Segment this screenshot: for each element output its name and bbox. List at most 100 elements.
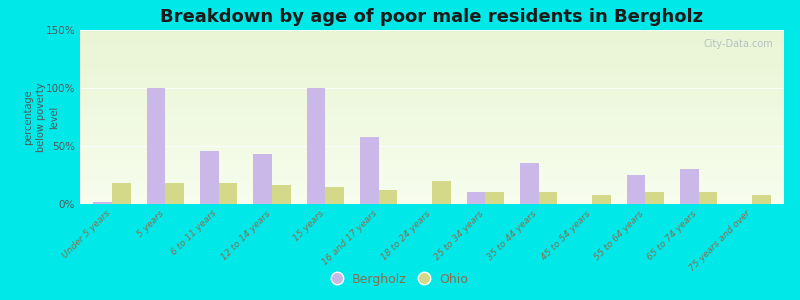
Bar — [80, 77, 784, 79]
Bar — [80, 49, 784, 51]
Bar — [80, 180, 784, 182]
Bar — [80, 192, 784, 194]
Bar — [80, 141, 784, 143]
Bar — [80, 122, 784, 124]
Bar — [80, 202, 784, 204]
Bar — [80, 98, 784, 100]
Bar — [112, 183, 130, 204]
Bar — [80, 82, 784, 84]
Bar — [80, 164, 784, 166]
Bar — [80, 35, 784, 37]
Bar — [80, 103, 784, 105]
Bar — [80, 40, 784, 42]
Bar — [80, 86, 784, 87]
Bar — [80, 124, 784, 126]
Bar — [80, 108, 784, 110]
Bar — [80, 147, 784, 148]
Bar — [80, 171, 784, 173]
Bar — [80, 74, 784, 75]
Bar — [80, 67, 784, 68]
Bar — [218, 183, 238, 204]
Bar — [80, 145, 784, 147]
Bar — [626, 175, 646, 204]
Bar — [80, 54, 784, 56]
Bar — [378, 190, 398, 204]
Bar — [80, 37, 784, 39]
Bar — [80, 68, 784, 70]
Bar — [80, 70, 784, 72]
Bar — [80, 32, 784, 34]
Bar — [80, 121, 784, 122]
Bar — [80, 84, 784, 86]
Text: City-Data.com: City-Data.com — [704, 39, 774, 49]
Bar — [80, 129, 784, 131]
Legend: Bergholz, Ohio: Bergholz, Ohio — [327, 268, 473, 291]
Bar — [80, 126, 784, 127]
Bar — [680, 169, 698, 204]
Bar — [486, 192, 504, 204]
Bar — [646, 192, 664, 204]
Bar — [80, 140, 784, 141]
Bar — [538, 192, 558, 204]
Bar — [80, 194, 784, 195]
Bar — [80, 128, 784, 129]
Bar — [80, 169, 784, 171]
Bar — [80, 75, 784, 77]
Bar — [80, 199, 784, 200]
Bar — [80, 39, 784, 41]
Bar — [80, 79, 784, 80]
Bar — [80, 101, 784, 103]
Bar — [592, 195, 610, 204]
Bar — [80, 119, 784, 121]
Bar — [432, 181, 450, 204]
Bar — [80, 117, 784, 119]
Bar — [80, 166, 784, 167]
Bar — [80, 89, 784, 91]
Bar — [80, 182, 784, 183]
Bar — [80, 58, 784, 60]
Bar — [146, 88, 166, 204]
Bar — [80, 96, 784, 98]
Bar — [80, 56, 784, 58]
Bar — [80, 106, 784, 108]
Bar — [80, 94, 784, 96]
Bar — [254, 154, 272, 204]
Bar — [80, 138, 784, 140]
Bar — [80, 65, 784, 67]
Bar — [80, 42, 784, 44]
Bar — [94, 202, 112, 204]
Bar — [80, 44, 784, 46]
Bar — [80, 188, 784, 190]
Bar — [80, 52, 784, 54]
Bar — [698, 192, 718, 204]
Bar — [80, 91, 784, 93]
Title: Breakdown by age of poor male residents in Bergholz: Breakdown by age of poor male residents … — [161, 8, 703, 26]
Bar — [80, 72, 784, 74]
Bar — [80, 183, 784, 185]
Bar — [80, 87, 784, 89]
Bar — [200, 151, 218, 204]
Bar — [326, 187, 344, 204]
Bar — [80, 150, 784, 152]
Bar — [80, 174, 784, 176]
Bar — [80, 133, 784, 134]
Bar — [80, 34, 784, 35]
Bar — [80, 176, 784, 178]
Bar — [306, 88, 326, 204]
Bar — [80, 60, 784, 61]
Bar — [80, 197, 784, 199]
Bar — [80, 30, 784, 32]
Bar — [80, 152, 784, 154]
Bar — [80, 100, 784, 101]
Bar — [80, 155, 784, 157]
Bar — [520, 164, 538, 204]
Bar — [80, 134, 784, 136]
Bar — [80, 148, 784, 150]
Bar — [80, 195, 784, 197]
Bar — [80, 131, 784, 133]
Bar — [80, 200, 784, 202]
Bar — [80, 157, 784, 159]
Bar — [80, 160, 784, 162]
Bar — [80, 110, 784, 112]
Bar — [272, 185, 290, 204]
